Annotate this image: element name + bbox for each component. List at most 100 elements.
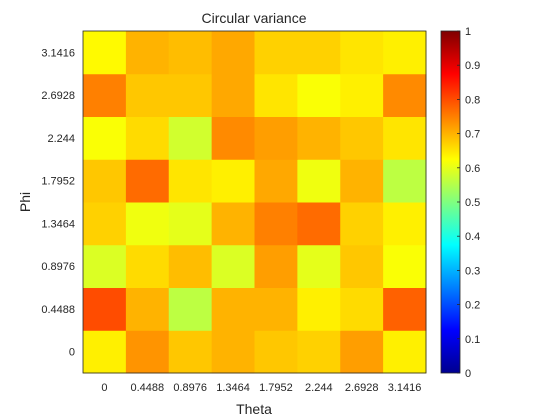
colorbar-tick-label: 0: [465, 368, 471, 380]
heatmap-cell: [211, 159, 256, 203]
heatmap-cell: [211, 116, 256, 160]
heatmap-cell: [254, 73, 298, 117]
heatmap-cell: [211, 31, 256, 75]
y-tick-label: 2.6928: [41, 90, 75, 102]
y-axis-label: Phi: [17, 192, 33, 212]
y-tick-label: 0: [69, 347, 75, 359]
heatmap-cell: [83, 159, 127, 203]
heatmap-cell: [297, 159, 341, 203]
heatmap-cell: [340, 330, 384, 374]
heatmap-cell: [254, 202, 298, 246]
y-tick-label: 0.8976: [41, 261, 75, 273]
heatmap-cell: [254, 31, 298, 75]
heatmap-cell: [340, 244, 384, 288]
heatmap-cell: [340, 116, 384, 160]
heatmap-cell: [297, 287, 341, 331]
heatmap-cell: [340, 159, 384, 203]
y-tick-label: 3.1416: [41, 47, 75, 59]
heatmap-cell: [383, 202, 427, 246]
heatmap-cell: [383, 244, 427, 288]
chart-title: Circular variance: [201, 10, 306, 26]
heatmap-cell: [297, 73, 341, 117]
x-tick-label: 1.7952: [259, 382, 293, 394]
x-axis-label: Theta: [236, 401, 272, 417]
heatmap-cell: [168, 287, 213, 331]
heatmap-cell: [211, 330, 256, 374]
heatmap-cell: [168, 73, 213, 117]
heatmap-cell: [340, 202, 384, 246]
heatmap-cell: [340, 287, 384, 331]
x-tick-label: 2.6928: [345, 382, 379, 394]
heatmap-cell: [297, 330, 341, 374]
heatmap-cell: [297, 31, 341, 75]
colorbar-tick-label: 1: [465, 26, 471, 38]
heatmap-cell: [383, 159, 427, 203]
y-tick-labels: 0 0.4488 0.8976 1.3464 1.7952 2.244 2.6928 3.14…: [41, 47, 75, 358]
heatmap-cell: [125, 159, 170, 203]
heatmap-cell: [83, 31, 127, 75]
heatmap-cell: [125, 202, 170, 246]
heatmap-cell: [125, 244, 170, 288]
heatmap-cell: [125, 330, 170, 374]
heatmap-cell: [168, 31, 213, 75]
heatmap-cell: [254, 159, 298, 203]
colorbar-tick-label: 0.8: [465, 94, 480, 106]
y-tick-label: 0.4488: [41, 304, 75, 316]
heatmap-cell: [383, 116, 427, 160]
heatmap-cell: [211, 202, 256, 246]
heatmap-cell: [211, 244, 256, 288]
colorbar-tick-labels: 0 0.1 0.2 0.3 0.4 0.5 0.6 0.7 0.8 0.9 1: [457, 26, 480, 380]
colorbar-tick-label: 0.5: [465, 197, 480, 209]
heatmap-cell: [83, 73, 127, 117]
heatmap-cell: [83, 202, 127, 246]
colorbar-tick-label: 0.9: [465, 60, 480, 72]
x-tick-label: 1.3464: [216, 382, 250, 394]
heatmap-cell: [168, 202, 213, 246]
heatmap-cells: [83, 31, 427, 374]
heatmap-cell: [340, 31, 384, 75]
heatmap-cell: [254, 330, 298, 374]
colorbar-tick-label: 0.6: [465, 163, 480, 175]
plot-frame: [82, 30, 427, 374]
heatmap-cell: [340, 73, 384, 117]
y-tick-label: 1.3464: [41, 218, 75, 230]
heatmap-cell: [125, 73, 170, 117]
x-tick-labels: 0 0.4488 0.8976 1.3464 1.7952 2.244 2.6928 3.14…: [101, 382, 421, 394]
heatmap-cell: [211, 73, 256, 117]
heatmap-cell: [83, 116, 127, 160]
heatmap-cell: [254, 287, 298, 331]
heatmap-cell: [125, 116, 170, 160]
heatmap-cell: [383, 287, 427, 331]
heatmap-cell: [383, 73, 427, 117]
heatmap-cell: [125, 287, 170, 331]
x-tick-label: 0: [101, 382, 107, 394]
heatmap-cell: [297, 202, 341, 246]
heatmap-cell: [168, 244, 213, 288]
heatmap-cell: [383, 330, 427, 374]
heatmap-cell: [297, 116, 341, 160]
y-tick-label: 1.7952: [41, 176, 75, 188]
colorbar-tick-label: 0.7: [465, 129, 480, 141]
heatmap-cell: [168, 116, 213, 160]
heatmap-cell: [83, 287, 127, 331]
y-tick-label: 2.244: [47, 133, 75, 145]
heatmap-cell: [211, 287, 256, 331]
x-tick-label: 2.244: [305, 382, 333, 394]
heatmap-cell: [254, 116, 298, 160]
colorbar-tick-label: 0.3: [465, 265, 480, 277]
heatmap-cell: [254, 244, 298, 288]
x-tick-label: 0.8976: [173, 382, 207, 394]
colorbar-tick-label: 0.4: [465, 231, 480, 243]
heatmap-cell: [83, 244, 127, 288]
heatmap-cell: [383, 31, 427, 75]
heatmap-cell: [125, 31, 170, 75]
heatmap-cell: [297, 244, 341, 288]
heatmap-cell: [168, 330, 213, 374]
colorbar-tick-label: 0.2: [465, 300, 480, 312]
colorbar-tick-label: 0.1: [465, 334, 480, 346]
heatmap-cell: [83, 330, 127, 374]
x-tick-label: 0.4488: [130, 382, 164, 394]
heatmap-cell: [168, 159, 213, 203]
x-tick-label: 3.1416: [388, 382, 422, 394]
